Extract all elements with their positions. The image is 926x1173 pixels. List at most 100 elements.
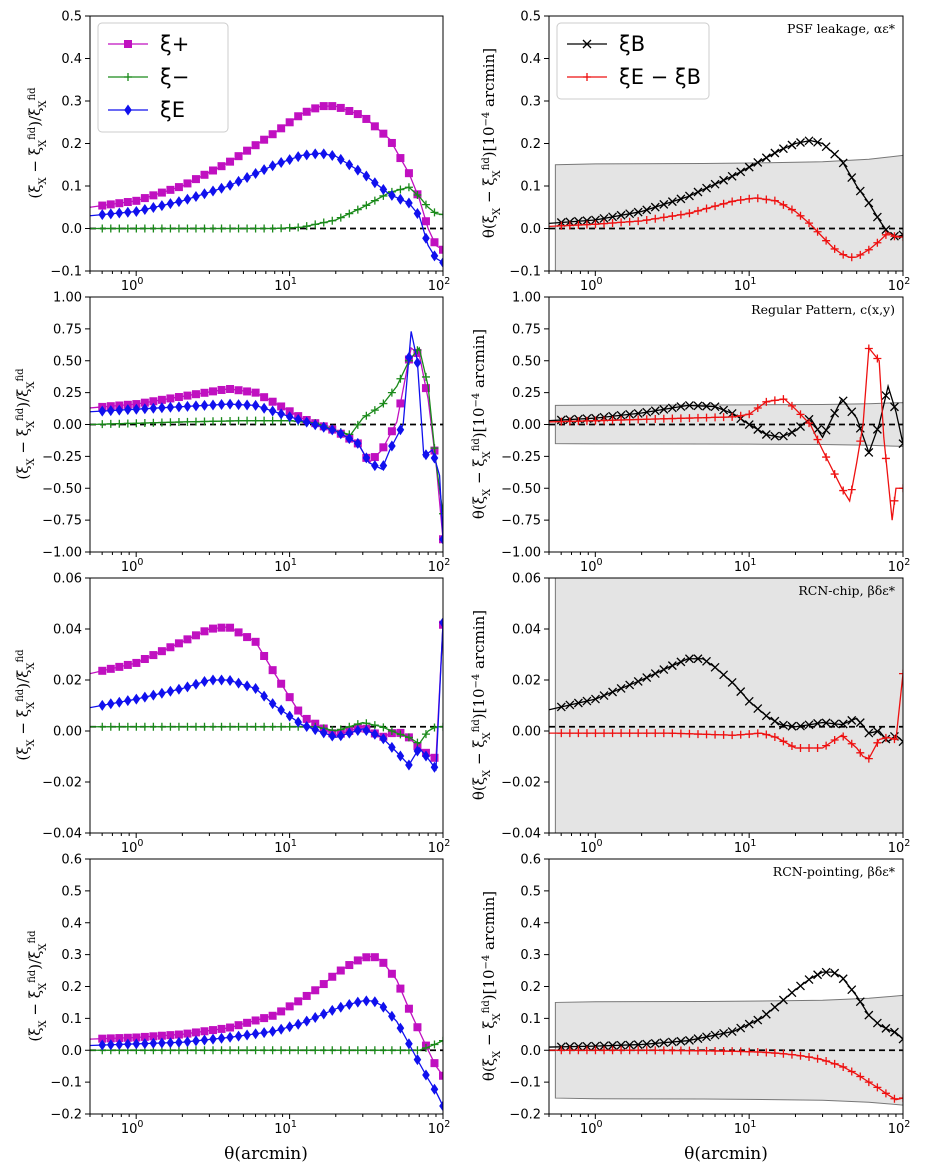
data-point [294,414,302,426]
data-point [209,417,218,426]
data-point [779,200,788,209]
xtick-label: 100 [121,838,144,856]
data-point [268,698,277,710]
ytick-label: 0.02 [53,674,82,689]
data-point [839,732,848,741]
data-point [685,1046,694,1055]
data-point [217,398,226,410]
ytick-label: 0.6 [61,853,82,868]
data-point [421,372,430,381]
data-point [787,427,797,437]
legend-marker [124,104,132,116]
data-point [770,716,780,726]
data-point [191,417,200,426]
data-point [821,425,831,435]
data-point [251,224,260,233]
data-point [667,197,677,207]
data-point [796,138,805,147]
ytick-label: −1.00 [501,546,541,561]
data-point [302,149,311,161]
xtick-label: 102 [428,276,451,294]
data-point [873,354,882,363]
data-point [98,699,107,711]
data-point [625,217,634,226]
series-2 [90,331,443,545]
data-point [294,151,302,163]
data-point [98,666,107,675]
data-point [804,136,814,146]
data-point [319,421,328,433]
data-point [149,402,158,414]
data-point [634,729,643,738]
data-point [805,744,814,752]
data-point [149,224,158,233]
data-point [192,1035,200,1047]
data-point [371,177,379,189]
ytick-label: −0.04 [501,827,541,842]
legend-label: ξ− [160,65,189,89]
data-point [328,1004,337,1016]
data-point [719,413,728,422]
data-point [387,727,396,736]
data-point [226,1046,235,1055]
data-point [192,678,200,690]
ytick-label: −0.02 [501,776,541,791]
data-point [166,685,175,697]
data-point [770,1002,780,1012]
data-point [421,217,430,226]
data-point [439,1071,443,1080]
data-point [345,961,354,970]
data-point [157,647,166,656]
data-point [106,224,115,233]
data-point [890,735,899,744]
data-point [260,1046,269,1055]
data-point [574,1046,583,1055]
data-point [260,651,269,660]
data-point [796,422,805,432]
data-point [659,665,669,675]
data-point [770,396,779,405]
series-1 [90,183,443,233]
data-point [422,750,430,762]
ytick-label: 0.3 [61,95,82,110]
data-point [115,696,124,708]
ytick-label: 0.3 [61,948,82,963]
data-point [625,409,635,419]
xtick-label: 100 [580,276,603,294]
series-1 [549,344,903,521]
data-point [158,402,166,414]
data-point [396,424,405,436]
data-point [370,122,379,131]
data-point [226,398,234,410]
legend-entry: ξB [567,32,645,56]
data-point [719,730,728,739]
data-point [328,424,337,436]
data-point [625,680,635,690]
data-point [157,722,166,731]
data-point [830,470,839,479]
data-point [285,1021,294,1033]
data-point [149,397,158,406]
data-point [149,202,158,214]
data-point [328,216,337,225]
plot-area [90,953,443,1112]
data-point [804,975,814,984]
data-point [174,183,183,192]
error-band [554,578,903,833]
data-point [805,219,814,228]
data-point [668,1046,677,1055]
data-point [319,102,328,111]
data-point [856,1072,865,1081]
data-point [132,205,141,217]
legend-label: ξE [160,98,185,122]
series-2 [90,995,443,1112]
data-point [890,232,899,241]
data-point [217,417,226,426]
data-point [855,186,865,196]
data-point [430,723,439,732]
data-point [251,416,260,425]
data-point [388,1010,396,1022]
ytick-label: −0.75 [42,514,82,529]
data-point [822,453,831,462]
data-point [149,689,158,701]
